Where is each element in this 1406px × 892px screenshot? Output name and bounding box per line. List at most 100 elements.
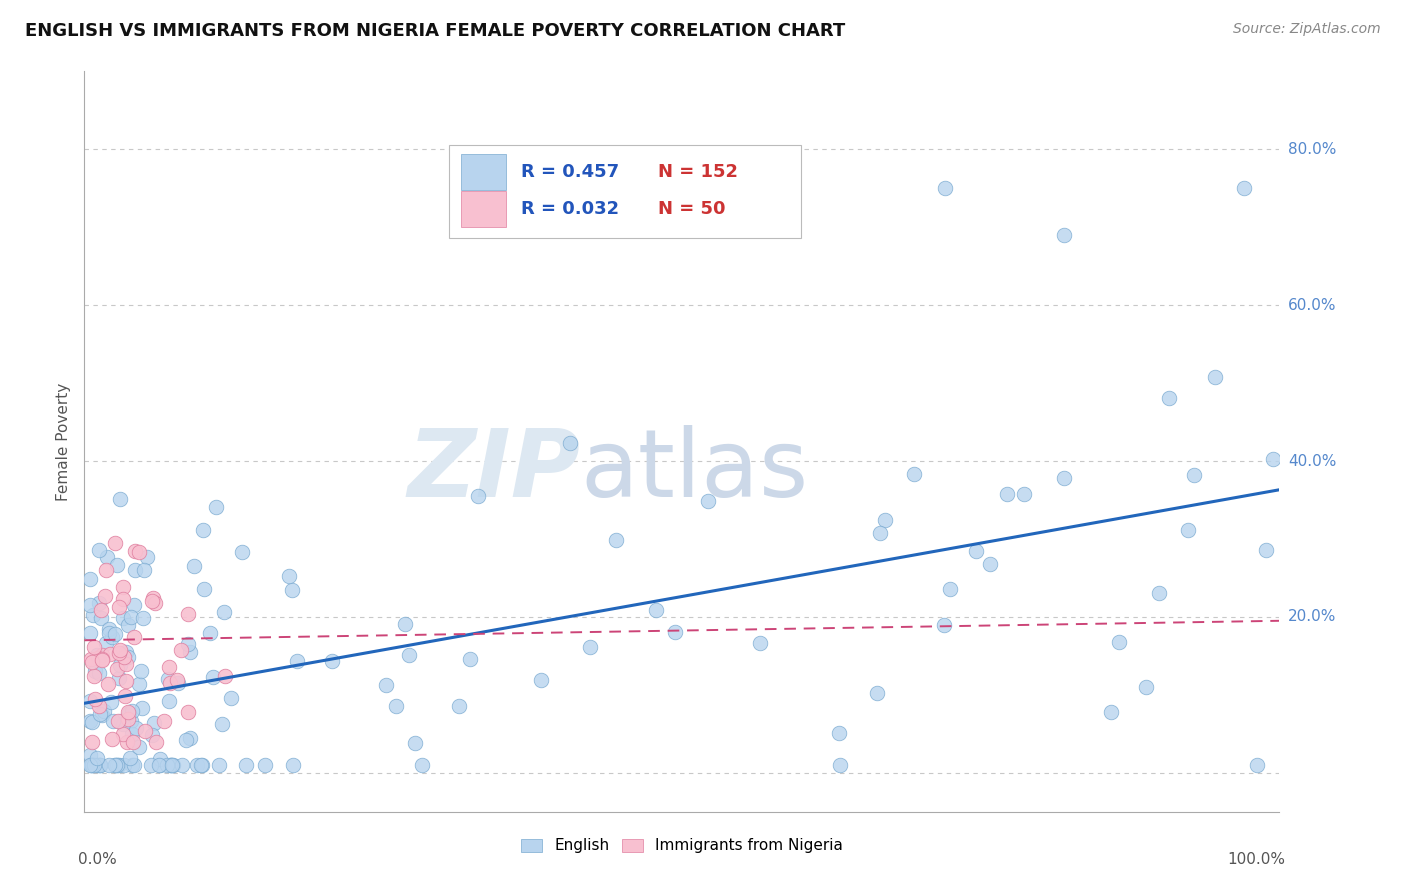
Point — [122, 630, 145, 644]
Point — [135, 549, 157, 564]
Point — [174, 733, 197, 747]
Point — [385, 699, 408, 714]
Text: 20.0%: 20.0% — [1288, 609, 1336, 624]
Point — [124, 721, 146, 735]
Point — [83, 668, 105, 682]
Text: R = 0.032: R = 0.032 — [520, 200, 619, 218]
Point — [254, 758, 277, 772]
Point — [169, 642, 191, 657]
Point — [89, 758, 111, 772]
Point — [108, 657, 131, 672]
Point — [172, 758, 194, 772]
Point — [124, 563, 146, 577]
Point — [157, 660, 180, 674]
Point — [828, 758, 851, 772]
Point — [82, 607, 104, 622]
Point — [108, 758, 131, 772]
Point — [79, 758, 101, 772]
Point — [117, 705, 139, 719]
Point — [201, 670, 224, 684]
Point — [374, 677, 396, 691]
Point — [87, 699, 110, 714]
Bar — [461, 154, 506, 190]
Point — [177, 706, 200, 720]
Point — [166, 673, 188, 688]
Point — [82, 656, 104, 670]
Text: 40.0%: 40.0% — [1288, 453, 1336, 468]
Point — [160, 758, 183, 772]
Point — [108, 647, 131, 661]
Point — [166, 675, 188, 690]
Point — [121, 758, 143, 772]
Point — [321, 654, 343, 668]
Point — [91, 653, 114, 667]
Point — [107, 714, 129, 729]
Point — [141, 728, 163, 742]
Point — [94, 589, 117, 603]
Point — [645, 603, 668, 617]
Legend: English, Immigrants from Nigeria: English, Immigrants from Nigeria — [515, 832, 849, 860]
Point — [177, 607, 200, 622]
Point — [90, 603, 112, 617]
Point — [89, 758, 111, 772]
Point — [1233, 181, 1256, 195]
Point — [449, 698, 471, 713]
Point — [828, 726, 851, 740]
Point — [179, 645, 201, 659]
Point — [104, 758, 127, 772]
Point — [112, 758, 135, 772]
Point — [129, 664, 152, 678]
Point — [128, 739, 150, 754]
Point — [124, 543, 146, 558]
Point — [79, 714, 101, 729]
Point — [101, 732, 124, 747]
Point — [83, 691, 105, 706]
Point — [214, 605, 236, 619]
Point — [121, 734, 143, 748]
Point — [87, 596, 110, 610]
Point — [84, 664, 107, 678]
Point — [114, 690, 136, 704]
Point — [79, 598, 101, 612]
Point — [79, 572, 101, 586]
FancyBboxPatch shape — [449, 145, 801, 238]
Text: 80.0%: 80.0% — [1288, 142, 1336, 157]
Point — [1099, 705, 1122, 719]
Point — [148, 758, 170, 772]
Point — [191, 758, 214, 772]
Point — [143, 715, 166, 730]
Point — [97, 677, 120, 691]
Point — [141, 758, 163, 772]
Point — [100, 695, 122, 709]
Point — [934, 618, 956, 632]
Point — [108, 671, 131, 685]
Point — [1108, 634, 1130, 648]
Point — [118, 706, 141, 720]
Point — [98, 626, 121, 640]
Point — [83, 758, 105, 772]
Point — [214, 668, 236, 682]
Point — [120, 751, 142, 765]
Point — [105, 558, 128, 573]
Point — [82, 714, 104, 729]
Text: N = 50: N = 50 — [658, 200, 725, 218]
Point — [115, 645, 138, 659]
Point — [183, 558, 205, 573]
Y-axis label: Female Poverty: Female Poverty — [56, 383, 72, 500]
Point — [86, 758, 108, 772]
Point — [1177, 524, 1199, 538]
Text: 0.0%: 0.0% — [79, 853, 117, 867]
Point — [124, 599, 146, 613]
Point — [458, 651, 481, 665]
Point — [80, 758, 103, 772]
Point — [111, 727, 134, 741]
Point — [1053, 471, 1076, 485]
Point — [117, 617, 139, 632]
Text: atlas: atlas — [581, 425, 808, 517]
Point — [82, 734, 104, 748]
Point — [117, 712, 139, 726]
Point — [82, 758, 104, 772]
Point — [94, 636, 117, 650]
Point — [200, 626, 222, 640]
Point — [112, 580, 135, 594]
